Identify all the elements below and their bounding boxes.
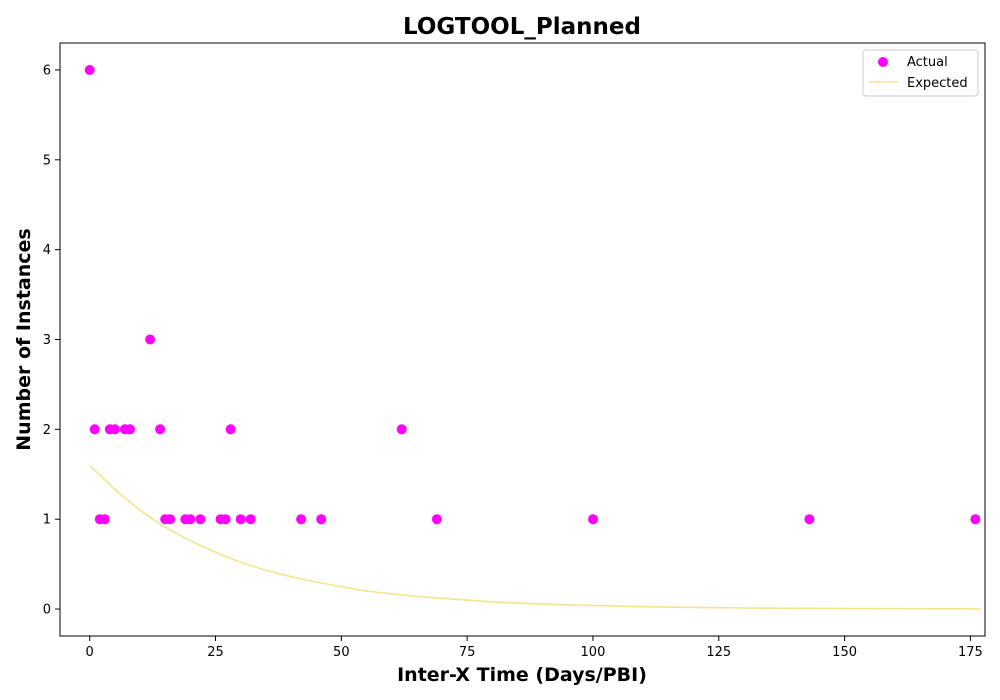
x-axis: 0 25 50 75 100 125 150 175 — [86, 636, 983, 660]
actual-point — [804, 514, 815, 525]
y-tick-label: 4 — [43, 243, 51, 258]
chart-title: LOGTOOL_Planned — [403, 14, 641, 40]
x-tick-label: 175 — [958, 645, 983, 660]
legend-expected-label: Expected — [907, 76, 968, 91]
x-tick-label: 25 — [207, 645, 224, 660]
expected-line — [89, 464, 981, 610]
actual-point — [145, 334, 156, 345]
legend: Actual Expected — [862, 49, 979, 97]
y-axis-label: Number of Instances — [13, 228, 35, 450]
y-tick-label: 0 — [43, 603, 51, 618]
actual-point — [588, 514, 598, 525]
actual-point — [235, 514, 246, 525]
actual-point — [431, 514, 442, 525]
actual-point — [225, 424, 236, 435]
actual-point — [155, 424, 166, 435]
x-tick-label: 75 — [459, 645, 476, 660]
plot-area — [59, 42, 986, 637]
legend-actual-label: Actual — [907, 55, 948, 70]
y-tick-label: 6 — [43, 63, 51, 78]
actual-point — [970, 514, 981, 525]
actual-point — [220, 514, 231, 525]
actual-point — [99, 514, 110, 525]
actual-point — [396, 424, 407, 435]
legend-actual-marker — [878, 57, 888, 67]
actual-point — [316, 514, 327, 525]
y-axis: 0 1 2 3 4 5 6 — [43, 63, 60, 618]
actual-point — [84, 65, 95, 75]
y-tick-label: 3 — [43, 333, 51, 348]
actual-point — [245, 514, 256, 525]
actual-point — [165, 514, 176, 525]
x-tick-label: 100 — [581, 645, 606, 660]
actual-point — [109, 424, 120, 435]
actual-point — [296, 514, 307, 525]
expected-line-layer — [89, 464, 981, 610]
x-axis-label: Inter-X Time (Days/PBI) — [397, 664, 647, 686]
actual-point — [89, 424, 100, 435]
y-tick-label: 5 — [43, 153, 51, 168]
x-tick-label: 0 — [86, 645, 94, 660]
y-tick-label: 2 — [43, 423, 51, 438]
legend-box — [862, 49, 979, 97]
actual-point — [185, 514, 196, 525]
y-tick-label: 1 — [43, 513, 51, 528]
actual-point — [125, 424, 135, 435]
x-tick-label: 150 — [832, 645, 857, 660]
x-tick-label: 50 — [333, 645, 350, 660]
actual-point — [195, 514, 206, 525]
actual-points-layer — [84, 65, 981, 525]
x-tick-label: 125 — [706, 645, 731, 660]
